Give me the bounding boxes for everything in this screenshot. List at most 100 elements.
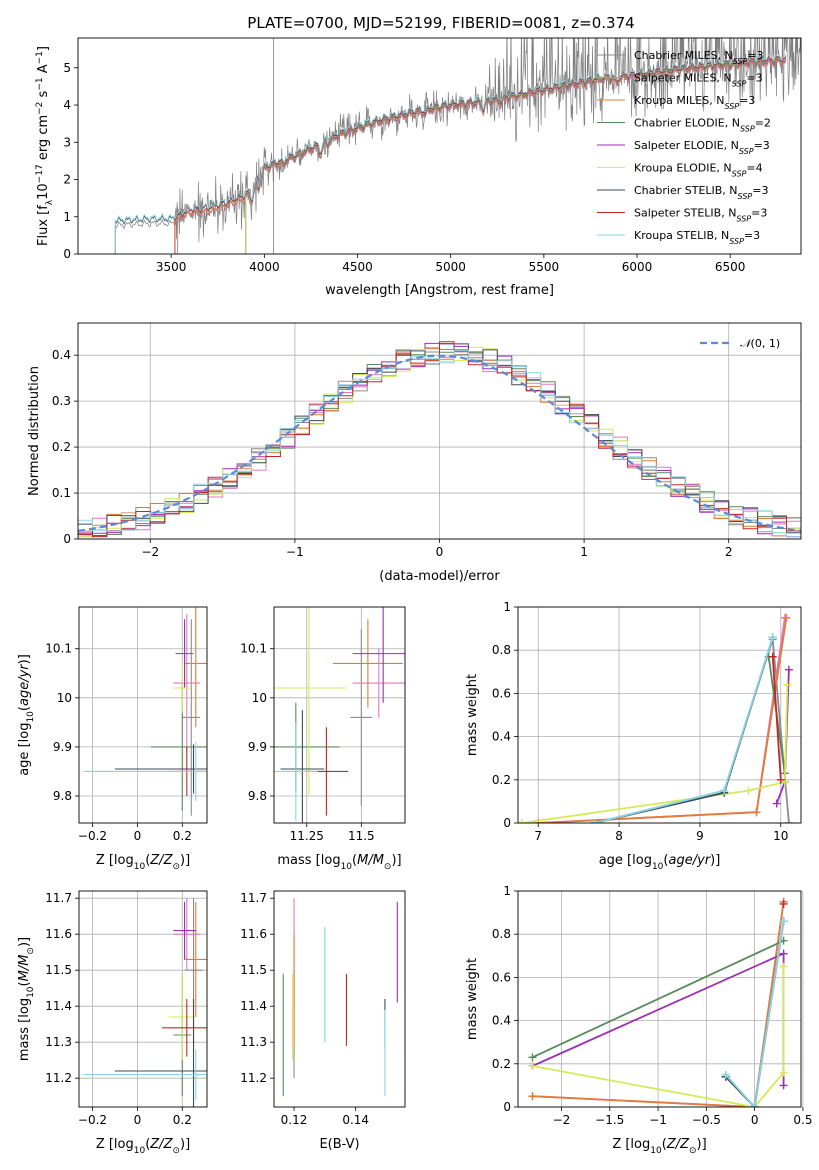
x-axis-label: Z [log10(Z/Z⊙)] (96, 853, 190, 872)
legend-sub: SSP (733, 57, 748, 66)
legend-sub: SSP (729, 237, 744, 246)
x-axis-label-part: ⊙ (689, 1146, 697, 1156)
weight-marker-kroupa-miles (528, 1092, 537, 1101)
x-tick-label: 0.2 (173, 1113, 192, 1127)
axes-frame (78, 606, 208, 824)
y-tick-label: 0.3 (52, 394, 71, 408)
x-axis-label-part: ( (662, 1137, 667, 1152)
y-tick-label: 5 (63, 61, 71, 75)
x-axis-label-part: Z [log (96, 1137, 134, 1152)
y-tick-label: 11.4 (45, 999, 72, 1013)
x-axis-label-part: age/yr (668, 853, 711, 868)
plot-area (83, 898, 207, 1107)
weight-marker-kroupa-stelib (721, 1070, 730, 1079)
legend-value: =3 (739, 94, 755, 107)
y-tick-label: 0.6 (492, 686, 511, 700)
y-axis-label-part: age/yr (17, 663, 32, 706)
y-axis-label-part: −1 (35, 51, 45, 64)
x-tick-label: 0 (436, 545, 444, 559)
y-tick-label: 0.8 (492, 927, 511, 941)
x-tick-label: 0 (134, 1113, 142, 1127)
x-axis-label: (data-model)/error (379, 569, 500, 584)
x-tick-label: −1 (649, 1113, 667, 1127)
panel-weights-vs-z: −2 −1.5 −1 −0.5 0 0.5 0 0.2 0.4 0.6 0.8 1 Z [log10(Z… (465, 884, 812, 1156)
x-axis-label: Z [log10(Z/Z⊙)] (96, 1137, 190, 1156)
x-tick-label: −1 (286, 545, 304, 559)
weight-line-kroupa-miles (532, 901, 785, 1107)
weight-line-salpeter-stelib (771, 656, 782, 780)
x-tick-label: 6000 (622, 260, 653, 274)
y-tick-label: 3 (63, 135, 71, 149)
legend-value: =3 (747, 49, 763, 62)
legend-symbol: 𝒩 (740, 337, 754, 350)
x-tick-label: 4000 (249, 260, 280, 274)
legend-value: =3 (744, 229, 760, 242)
x-tick-label: 4500 (342, 260, 373, 274)
legend-value: =4 (746, 162, 762, 175)
y-tick-label: 10 (57, 691, 72, 705)
legend-text: Salpeter ELODIE, N (634, 139, 739, 152)
legend-entry: Salpeter STELIB, NSSP=3 (634, 207, 767, 224)
x-axis-label-part: )] (180, 853, 190, 868)
axes-frame (273, 890, 406, 1108)
x-tick-label: −0.2 (78, 829, 107, 843)
legend-sub: SSP (724, 102, 739, 111)
plot-area (114, 38, 801, 254)
y-tick-label: 11.2 (240, 1071, 267, 1085)
x-axis-label-part: ( (145, 1137, 150, 1152)
legend-entry: Kroupa STELIB, NSSP=3 (634, 229, 760, 246)
legend-entry: Kroupa ELODIE, NSSP=4 (634, 162, 763, 179)
x-axis-label-part: )] (391, 853, 401, 868)
y-tick-label: 10.1 (240, 642, 267, 656)
legend-text: Salpeter MILES, N (634, 72, 732, 85)
x-axis-label-part: mass [log (277, 853, 340, 868)
y-axis-label: mass weight (465, 958, 480, 1040)
y-axis-label: Flux [fλ10−17 erg cm−2 s−1 A−1] (35, 46, 55, 246)
x-axis-label-part: E(B-V) (319, 1137, 359, 1152)
legend-value: =2 (755, 117, 771, 130)
weight-marker-kroupa-elodie (779, 962, 788, 971)
legend-sub: SSP (732, 169, 747, 178)
y-axis-label-part: ( (17, 981, 32, 986)
figure-title: PLATE=0700, MJD=52199, FIBERID=0081, z=0… (247, 14, 634, 32)
weight-marker-salpeter-stelib (779, 899, 788, 908)
x-tick-label: 9 (696, 829, 704, 843)
legend-value: =3 (752, 184, 768, 197)
weight-marker-salpeter-elodie (772, 799, 781, 808)
axes-frame (77, 37, 802, 255)
x-tick-label: 1 (580, 545, 588, 559)
y-axis-label-part: )] (17, 937, 32, 947)
legend-sub: SSP (740, 124, 755, 133)
weight-marker-kroupa-elodie (783, 680, 792, 689)
y-tick-label: 0 (503, 816, 511, 830)
legend-entry: Salpeter MILES, NSSP=3 (634, 72, 763, 89)
y-tick-label: 10 (252, 691, 267, 705)
y-axis-label: Normed distribution (27, 366, 42, 496)
y-tick-label: 0.2 (492, 773, 511, 787)
y-tick-label: 11.7 (45, 891, 72, 905)
y-axis-label-part: Flux [f (36, 205, 51, 246)
weight-line-kroupa-elodie (532, 966, 785, 1107)
weight-marker-kroupa-stelib (590, 819, 599, 823)
plot-area (518, 613, 793, 823)
x-axis-label-part: ⊙ (172, 1146, 180, 1156)
x-tick-label: 0.14 (342, 1113, 369, 1127)
legend-value: =3 (746, 72, 762, 85)
x-tick-label: 0 (751, 1113, 759, 1127)
x-tick-label: 0.5 (793, 1113, 812, 1127)
y-tick-label: 0 (63, 532, 71, 546)
x-axis-label-part: age [log (599, 853, 652, 868)
weight-line-kroupa-elodie (521, 684, 789, 823)
y-tick-label: 0.1 (52, 486, 71, 500)
weight-marker-kroupa-stelib (779, 917, 788, 926)
legend-entry: 𝒩(0, 1) (740, 337, 780, 350)
y-axis-label-part: age [log (17, 723, 32, 776)
x-tick-label: −1.5 (595, 1113, 624, 1127)
plot-area (282, 898, 398, 1097)
x-axis-label-part: 10 (134, 862, 146, 872)
weight-marker-kroupa-elodie (518, 819, 527, 823)
x-axis-label-part: 10 (341, 862, 353, 872)
y-tick-label: 0.2 (492, 1057, 511, 1071)
y-axis-label: mass [log10(M/M⊙)] (17, 937, 36, 1061)
weight-marker-chabrier-elodie (528, 1053, 537, 1062)
